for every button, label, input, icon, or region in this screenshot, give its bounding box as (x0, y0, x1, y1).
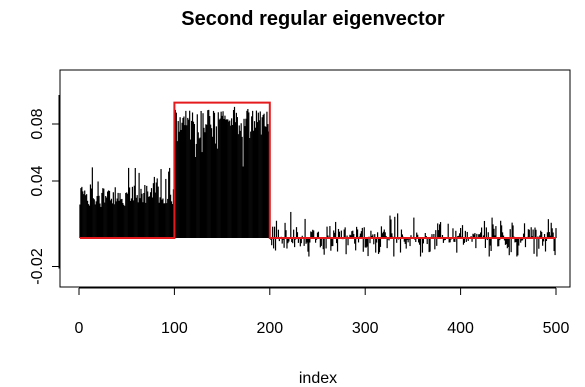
step-line (79, 101, 556, 239)
plot-area (59, 69, 571, 288)
x-tick-label: 500 (543, 320, 570, 337)
step-line-group (79, 101, 556, 239)
x-tick-label: 200 (256, 320, 283, 337)
y-tick-label: 0.08 (29, 108, 46, 139)
x-tick-label: 0 (75, 320, 84, 337)
x-tick-label: 100 (161, 320, 188, 337)
y-tick-label: -0.02 (29, 248, 46, 285)
y-axis: -0.02 0.04 0.08 (29, 95, 60, 285)
x-axis: 0 100 200 300 400 500 (75, 287, 570, 337)
plot-border (59, 69, 571, 288)
x-tick-label: 300 (352, 320, 379, 337)
x-tick-label: 400 (447, 320, 474, 337)
eigenvector-spikes (79, 106, 557, 257)
chart-title: Second regular eigenvector (181, 8, 445, 30)
x-axis-label: index (299, 370, 337, 387)
y-tick-label: 0.04 (29, 165, 46, 196)
